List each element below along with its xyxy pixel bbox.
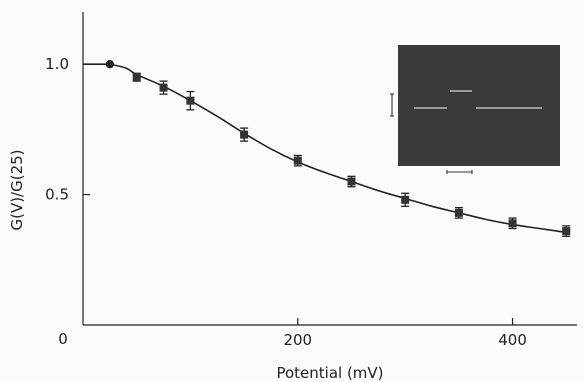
data-point — [401, 192, 410, 207]
point-marker-square — [454, 208, 463, 217]
y-axis-title: G(V)/G(25) — [8, 149, 26, 230]
point-marker-square — [293, 156, 302, 165]
point-marker-square — [240, 130, 249, 139]
data-point — [562, 225, 571, 237]
data-point — [454, 206, 463, 219]
data-point — [347, 175, 356, 188]
point-marker-square — [562, 227, 571, 236]
data-point — [293, 154, 302, 167]
x-tick-label: 400 — [498, 331, 527, 349]
x-axis-title: Potential (mV) — [276, 364, 383, 382]
origin-label: 0 — [58, 330, 68, 348]
y-tick-label: 0.5 — [45, 186, 69, 204]
inset-panel — [398, 45, 560, 166]
point-marker-square — [159, 83, 168, 92]
point-marker-circle — [105, 59, 115, 69]
data-points-layer — [105, 59, 571, 237]
data-point — [105, 59, 115, 69]
data-point — [508, 217, 517, 230]
point-marker-square — [347, 177, 356, 186]
inset-trace — [390, 45, 560, 174]
point-marker-square — [186, 96, 195, 105]
data-point — [240, 127, 249, 142]
data-point — [132, 72, 141, 82]
ticks-layer: 200 400 0.5 1.0 — [45, 55, 527, 349]
point-marker-square — [401, 195, 410, 204]
y-tick-label: 1.0 — [45, 55, 69, 73]
point-marker-square — [508, 219, 517, 228]
point-marker-square — [132, 73, 141, 82]
x-tick-label: 200 — [283, 331, 312, 349]
data-point — [159, 80, 168, 95]
axes-layer: 0 Potential (mV) G(V)/G(25) — [8, 12, 577, 382]
data-point — [186, 90, 195, 111]
